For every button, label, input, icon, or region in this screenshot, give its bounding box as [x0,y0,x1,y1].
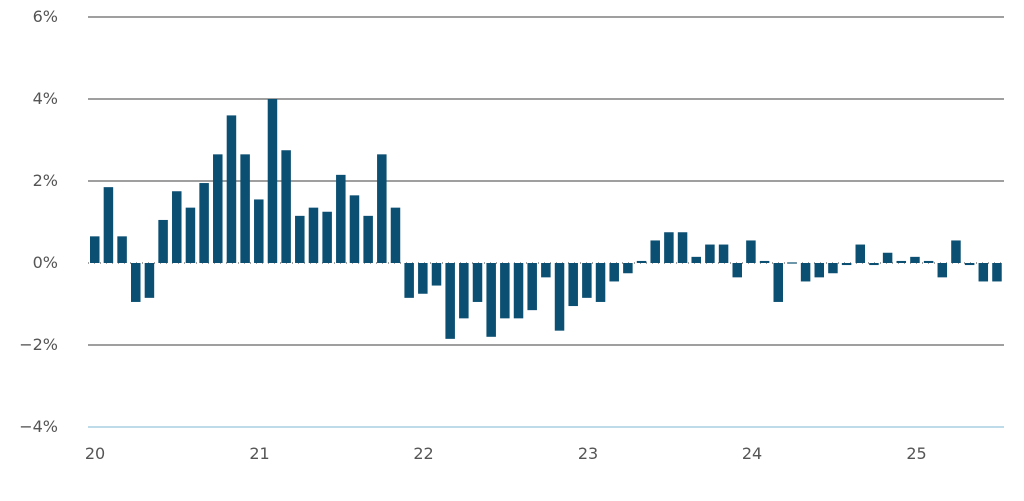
bar [377,154,387,263]
x-tick-label: 24 [742,444,762,463]
bar [103,187,114,263]
bar [486,263,496,337]
bar [158,219,168,263]
bar [664,232,674,263]
bar [582,263,592,298]
bar [978,263,989,282]
y-tick-label: 4% [33,89,58,108]
bar [718,244,729,263]
bar [513,263,524,319]
bar [322,211,332,263]
bar [732,263,742,278]
bar [992,263,1002,282]
bar [787,262,797,264]
bar [800,263,811,282]
x-axis-tick-labels: 20 21 22 23 24 25 [85,444,927,463]
bar [226,115,237,264]
y-tick-label: 0% [33,253,58,272]
bar [500,263,510,319]
bar [349,195,360,263]
bar [390,207,401,263]
x-tick-label: 21 [249,444,269,463]
bar [117,236,127,263]
bar [841,263,852,266]
x-tick-label: 23 [578,444,598,463]
bar [814,263,825,278]
bar [910,256,920,263]
bar [472,263,483,302]
bar [254,199,264,263]
bar [131,263,141,302]
bar [295,215,305,263]
bar [308,207,319,263]
bar [554,263,565,331]
gridlines [88,16,1004,428]
bar [636,260,647,263]
bar [185,207,196,263]
bar [281,150,291,263]
y-axis-tick-labels: 6% 4% 2% 0% −2% −4% [19,7,58,436]
bar [445,263,455,339]
bar [431,263,442,286]
y-tick-label: −2% [19,335,58,354]
y-tick-label: 6% [33,7,58,26]
bar [568,263,578,307]
bar [964,263,975,266]
bar [609,263,619,282]
bar [623,263,633,274]
x-tick-label: 22 [413,444,433,463]
bar [363,215,373,263]
bars [90,99,1002,339]
bar [855,244,866,263]
bar [882,252,893,263]
x-tick-label: 20 [85,444,105,463]
bar [937,263,948,278]
y-tick-label: 2% [33,171,58,190]
y-tick-label: −4% [19,417,58,436]
bar [746,240,756,263]
bar [172,191,182,263]
x-tick-label: 25 [906,444,926,463]
bar [677,232,688,263]
bar [336,174,346,263]
bar [90,236,100,263]
bar [951,240,961,263]
bar [418,263,428,294]
bar [267,99,278,263]
bar [404,263,414,298]
bar [541,263,551,278]
bar [144,263,155,298]
bar [213,154,223,263]
bar [869,263,879,266]
bar [240,154,250,263]
bar [896,260,907,263]
bar [459,263,469,319]
bar [923,260,934,263]
bar [828,263,838,274]
bar [705,244,715,263]
bar [199,183,209,263]
bar [759,260,770,263]
bar [650,240,660,263]
bar [595,263,606,302]
bar [527,263,537,311]
bar [691,256,701,263]
bar [773,263,783,302]
